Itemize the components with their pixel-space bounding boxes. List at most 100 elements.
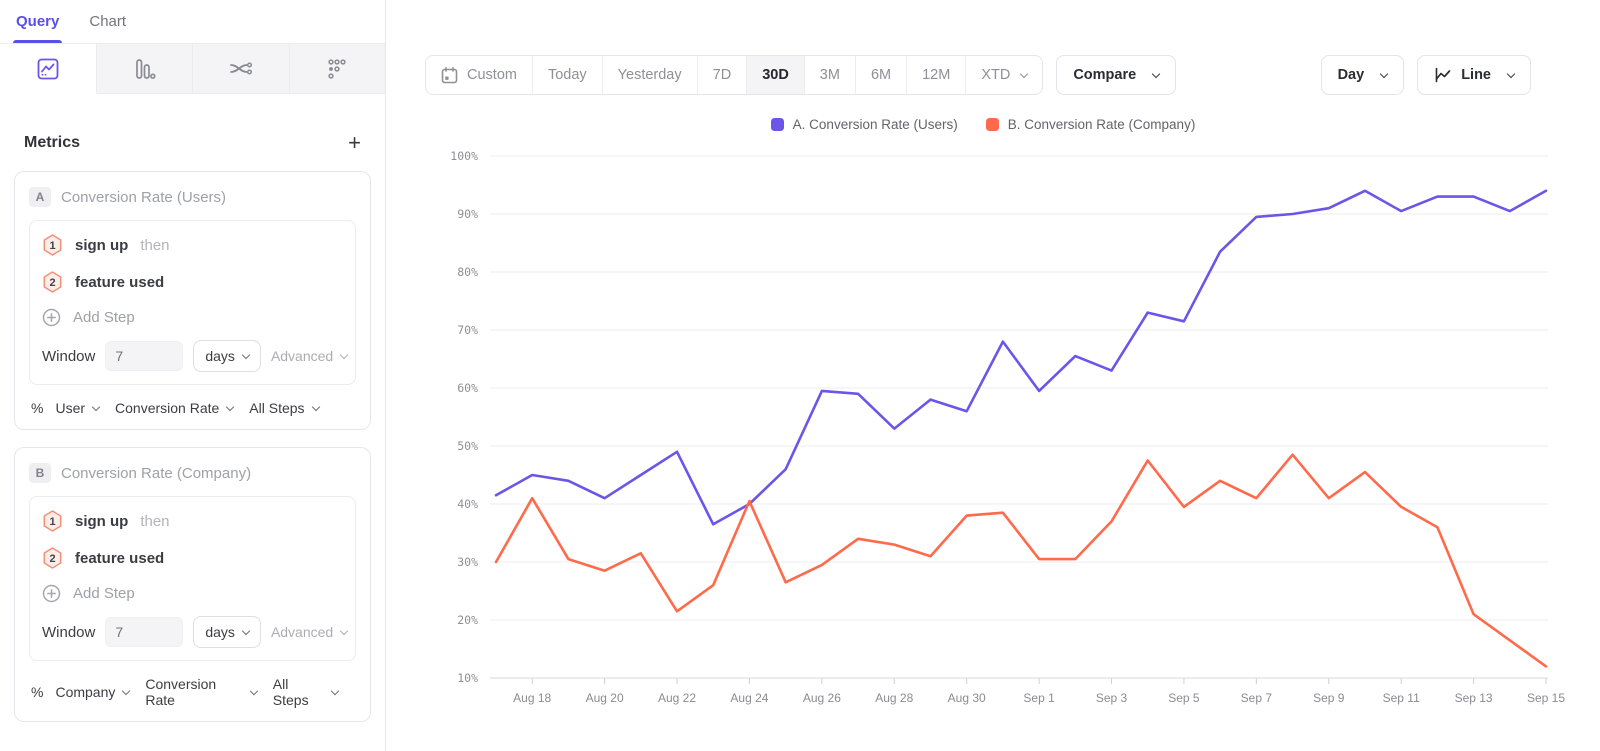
funnel-dots-icon [328, 58, 346, 79]
add-step-button[interactable]: Add Step [42, 308, 343, 327]
interval-button[interactable]: Day [1320, 55, 1405, 95]
steps-scope-select-label: All Steps [272, 676, 309, 708]
query-sidebar: Query Chart [0, 0, 386, 751]
x-axis-tick-label: Sep 1 [1023, 691, 1055, 705]
date-range-control: Custom Today Yesterday 7D 30D 3M 6M 12M XTD [425, 55, 1044, 95]
x-axis-tick-label: Aug 28 [875, 691, 913, 705]
funnel-steps-box: 1 sign up then 2 feature used Add Step Window d… [29, 220, 356, 385]
calendar-icon [441, 66, 458, 83]
svg-text:2: 2 [49, 553, 55, 565]
toolbar-left-group: Custom Today Yesterday 7D 30D 3M 6M 12M XTD Comp… [425, 55, 1177, 95]
legend-item-a[interactable]: A. Conversion Rate (Users) [770, 117, 958, 132]
x-axis-tick-label: Aug 22 [658, 691, 696, 705]
metric-type-select-label: Conversion Rate [115, 400, 220, 416]
svg-text:1: 1 [49, 240, 55, 252]
metric-title: Conversion Rate (Users) [61, 188, 227, 206]
metrics-header: Metrics + [24, 132, 361, 154]
step-event-name: feature used [75, 273, 165, 291]
legend-swatch [985, 118, 999, 131]
legend-item-b[interactable]: B. Conversion Rate (Company) [985, 117, 1195, 132]
y-axis-tick-label: 80% [457, 265, 478, 279]
x-axis-tick-label: Aug 18 [513, 691, 551, 705]
range-6m[interactable]: 6M [854, 56, 906, 94]
bar-chart-icon [136, 58, 156, 79]
chart-type-funnel-button[interactable] [289, 44, 385, 94]
range-custom[interactable]: Custom [426, 56, 532, 94]
series-line-a[interactable] [494, 189, 1548, 526]
chart-style-button[interactable]: Line [1417, 55, 1531, 95]
chart-type-line-button[interactable] [0, 44, 97, 94]
toolbar-right-group: Day Line [1320, 55, 1531, 95]
range-30d[interactable]: 30D [746, 56, 804, 94]
series-line-b[interactable] [494, 453, 1548, 668]
window-unit-select[interactable]: days [193, 340, 261, 372]
svg-text:1: 1 [49, 516, 55, 528]
range-label: 6M [870, 67, 892, 83]
steps-scope-select[interactable]: All Steps [249, 400, 320, 416]
svg-text:2: 2 [49, 277, 55, 289]
window-value-input[interactable] [105, 617, 184, 647]
step-then-label: then [140, 512, 170, 530]
chart-type-flows-button[interactable] [193, 44, 290, 94]
range-3m[interactable]: 3M [803, 56, 855, 94]
add-step-label: Add Step [73, 585, 135, 602]
chart-legend: A. Conversion Rate (Users) B. Conversion … [420, 117, 1546, 132]
range-label: 12M [922, 67, 951, 83]
add-metric-button[interactable]: + [348, 130, 361, 155]
y-axis-tick-label: 70% [457, 323, 478, 337]
range-xtd[interactable]: XTD [965, 56, 1042, 94]
range-today[interactable]: Today [531, 56, 602, 94]
window-unit-select[interactable]: days [193, 616, 261, 648]
line-chart-icon [37, 58, 59, 79]
steps-scope-select-label: All Steps [249, 400, 305, 416]
line-style-icon [1435, 67, 1451, 82]
chevron-down-icon [1020, 69, 1029, 78]
measure-row: % Company Conversion Rate All Steps [29, 676, 356, 708]
advanced-toggle[interactable]: Advanced [270, 624, 349, 640]
advanced-label: Advanced [270, 624, 334, 640]
entity-select[interactable]: User [55, 400, 101, 416]
y-axis-tick-label: 20% [457, 613, 478, 627]
step-event-name: sign up [75, 512, 129, 530]
conversion-window-row: Window days Advanced [42, 616, 349, 648]
range-label: 7D [712, 67, 732, 83]
entity-select-label: Company [55, 684, 116, 700]
advanced-label: Advanced [270, 348, 334, 364]
window-value-input[interactable] [105, 341, 184, 371]
tab-query[interactable]: Query [12, 0, 63, 43]
funnel-step[interactable]: 2 feature used [42, 271, 343, 293]
metric-card-header: A Conversion Rate (Users) [29, 187, 356, 207]
funnel-step[interactable]: 1 sign up then [42, 510, 343, 532]
chevron-down-icon [339, 350, 349, 359]
add-step-button[interactable]: Add Step [42, 584, 343, 603]
y-axis-tick-label: 100% [450, 149, 478, 163]
metric-type-select[interactable]: Conversion Rate [115, 400, 235, 416]
range-label: XTD [981, 67, 1011, 83]
tab-chart[interactable]: Chart [89, 13, 127, 30]
line-chart[interactable]: 100% 90% 80% 70% 60% 50% 40% 30% 20% 10% Aug 18 Aug… [420, 140, 1600, 720]
steps-scope-select[interactable]: All Steps [272, 676, 340, 708]
range-yesterday[interactable]: Yesterday [601, 56, 697, 94]
y-axis-tick-label: 60% [457, 381, 478, 395]
step-number-badge: 1 [43, 234, 62, 256]
percent-symbol: % [31, 684, 44, 700]
conversion-window-row: Window days Advanced [42, 340, 349, 372]
funnel-step[interactable]: 2 feature used [42, 547, 343, 569]
window-unit-label: days [205, 624, 235, 640]
chart-type-bar-button[interactable] [96, 44, 193, 94]
step-then-label: then [140, 236, 170, 254]
range-label: Custom [467, 67, 517, 83]
x-axis-tick-label: Sep 9 [1313, 691, 1345, 705]
metric-title: Conversion Rate (Company) [61, 464, 252, 482]
chevron-down-icon [249, 686, 259, 695]
range-7d[interactable]: 7D [696, 56, 747, 94]
metric-type-select[interactable]: Conversion Rate [145, 676, 259, 708]
funnel-step[interactable]: 1 sign up then [42, 234, 343, 256]
advanced-toggle[interactable]: Advanced [270, 348, 349, 364]
metric-type-select-label: Conversion Rate [145, 676, 217, 708]
range-12m[interactable]: 12M [906, 56, 965, 94]
add-circle-icon [42, 308, 61, 327]
compare-button[interactable]: Compare [1056, 55, 1177, 95]
chart-toolbar: Custom Today Yesterday 7D 30D 3M 6M 12M XTD Comp… [425, 55, 1531, 95]
entity-select[interactable]: Company [55, 684, 131, 700]
